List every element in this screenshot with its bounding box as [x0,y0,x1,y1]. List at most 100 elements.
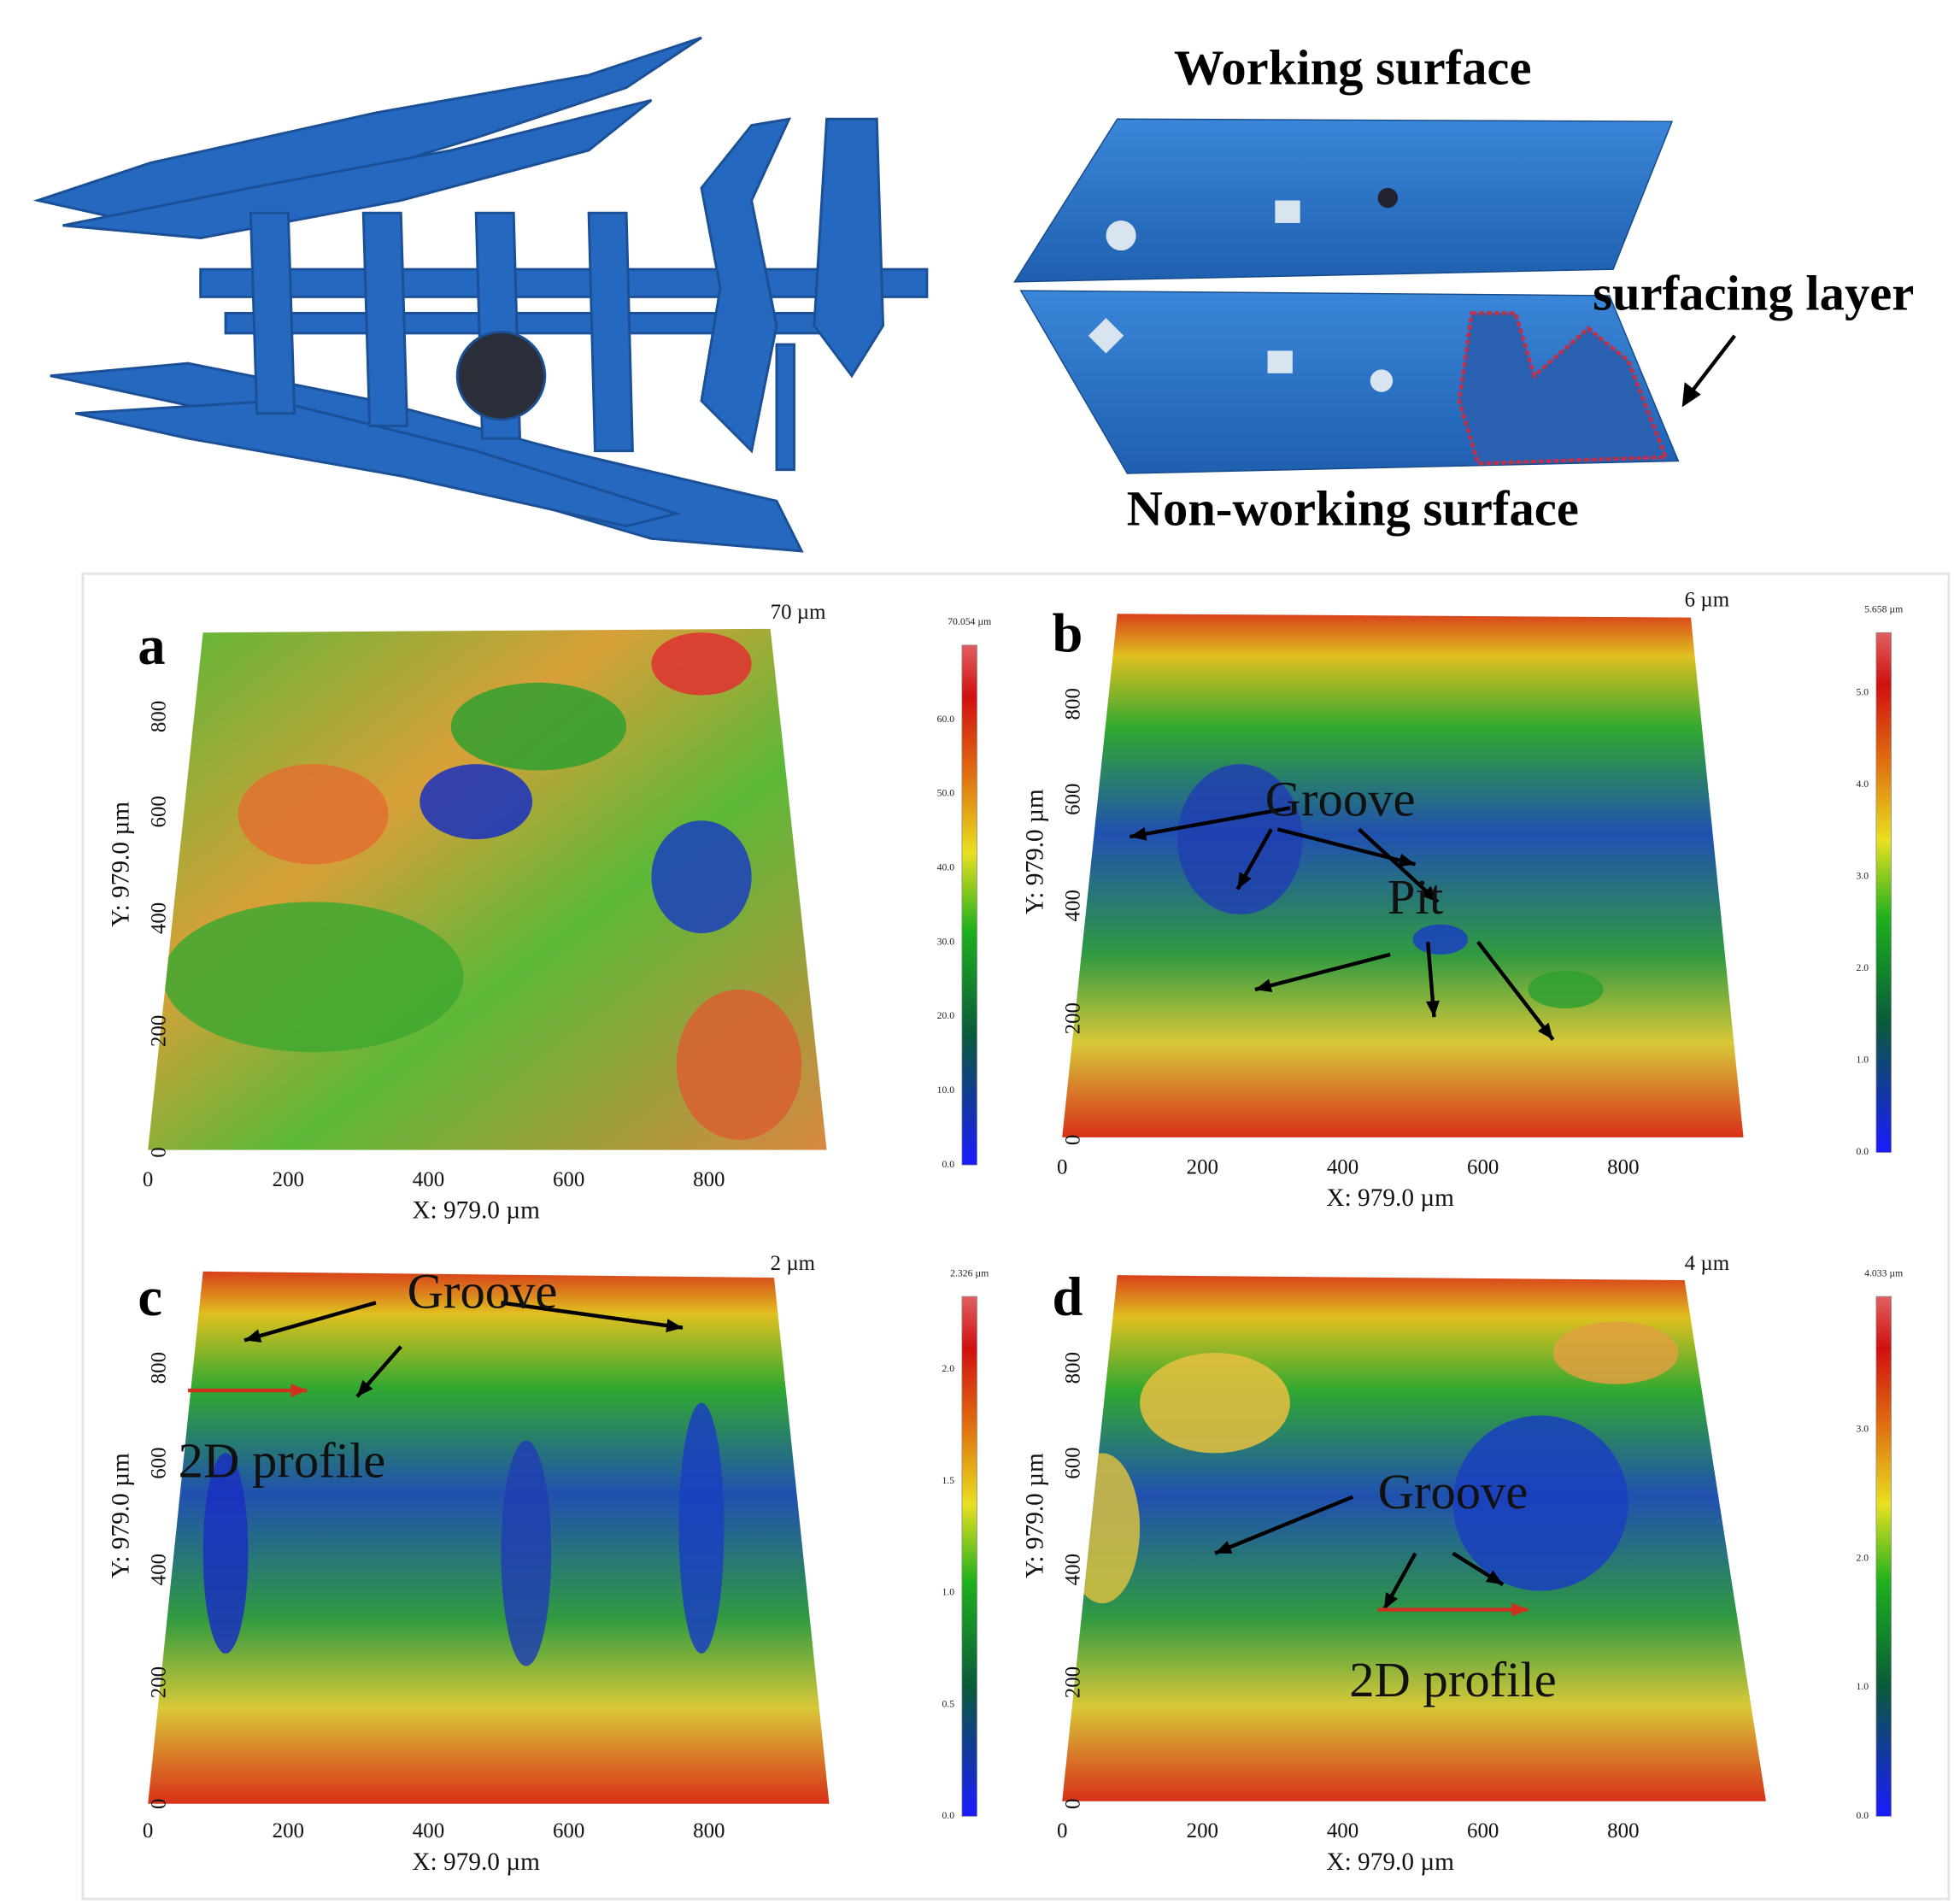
colorbar-tick-label: 0.0 [942,1159,954,1170]
arrowhead [1398,853,1416,867]
annotation-arrow [1358,827,1440,903]
z-max-label: 4 µm [1685,1252,1729,1275]
working-label: Working surface [1174,39,1532,95]
y-tick-label: 0 [1062,1135,1085,1145]
surfacing-label: surfacing layer [1593,265,1914,320]
colorbar-max-label: 70.054 µm [948,616,991,627]
height-region [678,1402,725,1654]
annotation: Groove [1265,771,1416,826]
surface-texture [1177,764,1604,1008]
arrowhead [1215,1541,1233,1554]
colorbar [1875,1296,1892,1817]
colorbar-max-label: 2.326 µm [950,1267,989,1278]
colorbar-tick-label: 0.0 [1856,1146,1869,1157]
y-tick-label: 0 [1062,1799,1085,1809]
surface-panel: a 70 µm 0 200 400 600 800 X: 979.0 µm 0 200 400 600… [108,601,992,1225]
annotation: Groove [1378,1464,1529,1519]
height-region [1140,1353,1290,1454]
y-tick-label: 400 [148,902,171,934]
colorbar-tick-label: 30.0 [937,936,955,947]
colorbar-tick-label: 60.0 [937,714,955,725]
colorbar-tick-label: 3.0 [1856,871,1869,882]
height-region [1177,764,1303,915]
arrowhead [1130,826,1147,841]
annotation: Pit [1388,869,1443,925]
colorbar-tick-label: 2.0 [1856,1552,1869,1563]
y-tick-label: 600 [148,796,171,827]
y-tick-label: 800 [148,1352,171,1384]
colorbar-tick-label: 0.0 [1856,1810,1869,1821]
x-tick-label: 800 [693,1819,725,1842]
annotation-arrow [1214,1495,1354,1555]
colorbar-tick-label: 5.0 [1856,687,1869,698]
y-tick-label: 0 [148,1799,171,1809]
height-region [420,764,533,840]
annotation-arrow [501,1301,684,1330]
y-tick-label: 400 [148,1554,171,1585]
panels: a 70 µm 0 200 400 600 800 X: 979.0 µm 0 200 400 600… [108,588,1904,1876]
arrowhead [1511,1602,1529,1617]
height-region [1552,1321,1679,1384]
panel-letter: d [1052,1266,1083,1327]
x-tick-label: 400 [1327,1819,1358,1842]
annotation: 2D profile [179,1432,386,1488]
x-tick-label: 600 [1467,1819,1499,1842]
x-axis-title: X: 979.0 µm [1326,1848,1454,1876]
arrowhead [1425,1000,1440,1018]
height-region [651,632,752,696]
panel-frame [81,572,1951,1901]
panel-letter: c [138,1266,162,1327]
surfacing-layer [1457,311,1669,466]
x-tick-label: 0 [143,1168,153,1191]
y-axis-title: Y: 979.0 µm [1022,789,1049,914]
x-tick-label: 600 [553,1819,584,1842]
y-tick-label: 200 [148,1015,171,1047]
arrowhead [1237,872,1252,890]
x-tick-label: 400 [413,1819,444,1842]
x-tick-label: 200 [1187,1819,1218,1842]
annotation-arrow [244,1301,377,1343]
y-tick-label: 0 [148,1147,171,1157]
colorbar-tick-label: 1.5 [942,1475,954,1486]
surface-map [148,1271,830,1804]
x-tick-label: 600 [1467,1155,1499,1178]
panel-letter: a [138,615,165,676]
x-tick-label: 400 [1327,1155,1358,1178]
colorbar-tick-label: 40.0 [937,862,955,873]
colorbar-tick-label: 4.0 [1856,779,1869,790]
height-region [676,989,802,1140]
annotation: Groove [408,1264,558,1319]
height-region [162,902,464,1053]
arrowhead [1485,1570,1504,1585]
surface-panel: d 4 µm 0 200 400 600 800 X: 979.0 µm 0 200 400 600 8… [1022,1252,1904,1876]
arrowhead [290,1384,308,1398]
y-tick-label: 600 [1062,1447,1085,1478]
x-tick-label: 400 [413,1168,444,1191]
colorbar [961,1296,977,1817]
x-tick-label: 0 [1057,1819,1067,1842]
colorbar-tick-label: 3.0 [1856,1424,1869,1435]
y-tick-label: 800 [148,701,171,732]
z-max-label: 70 µm [771,601,826,624]
working-blade [1013,118,1674,283]
colorbar [1875,632,1892,1153]
x-tick-label: 200 [1187,1155,1218,1178]
y-tick-label: 800 [1062,688,1085,720]
surface-panel: b 6 µm 0 200 400 600 800 X: 979.0 µm 0 200 400 600 8… [1022,588,1904,1212]
annotation: 2D profile [1349,1652,1557,1707]
y-axis-title: Y: 979.0 µm [1022,1453,1049,1578]
x-tick-label: 600 [553,1168,584,1191]
colorbar-tick-label: 2.0 [942,1363,954,1374]
y-tick-label: 800 [1062,1352,1085,1384]
height-region [1452,1415,1628,1591]
y-axis-title: Y: 979.0 µm [108,1453,135,1578]
arrowhead [356,1379,373,1397]
x-tick-label: 0 [143,1819,153,1842]
z-max-label: 2 µm [771,1252,815,1275]
colorbar-tick-label: 2.0 [1856,962,1869,973]
annotation-arrow [1254,952,1391,992]
height-region [1528,970,1604,1008]
z-max-label: 6 µm [1685,588,1729,611]
non-working-label: Non-working surface [1127,480,1579,536]
